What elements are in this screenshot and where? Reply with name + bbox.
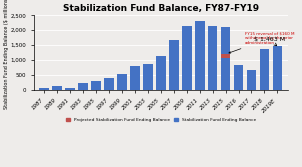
Legend: Projected Stabilization Fund Ending Balance, Stabilization Fund Ending Balance: Projected Stabilization Fund Ending Bala…: [64, 116, 258, 124]
Text: FY15 reversal of $160 M
withdrawal by the prior
administration: FY15 reversal of $160 M withdrawal by th…: [229, 32, 294, 53]
Bar: [272, 46, 282, 90]
Bar: [52, 86, 62, 90]
Text: $ 1,463 M: $ 1,463 M: [254, 37, 285, 46]
Title: Stabilization Fund Balance, FY87-FY19: Stabilization Fund Balance, FY87-FY19: [63, 4, 259, 13]
Bar: [221, 54, 230, 58]
Bar: [104, 78, 114, 90]
Bar: [169, 40, 179, 90]
Bar: [91, 81, 101, 90]
Bar: [195, 21, 204, 90]
Bar: [130, 66, 140, 90]
Bar: [40, 88, 49, 90]
Bar: [182, 26, 191, 90]
Bar: [156, 56, 166, 90]
Bar: [260, 49, 269, 90]
Bar: [117, 74, 127, 90]
Bar: [208, 26, 217, 90]
Bar: [234, 65, 243, 90]
Y-axis label: Stabilization Fund Ending Balance ($ millions): Stabilization Fund Ending Balance ($ mil…: [4, 0, 9, 109]
Bar: [78, 83, 88, 90]
Bar: [143, 64, 153, 90]
Bar: [65, 88, 75, 90]
Bar: [221, 27, 230, 90]
Bar: [247, 70, 256, 90]
